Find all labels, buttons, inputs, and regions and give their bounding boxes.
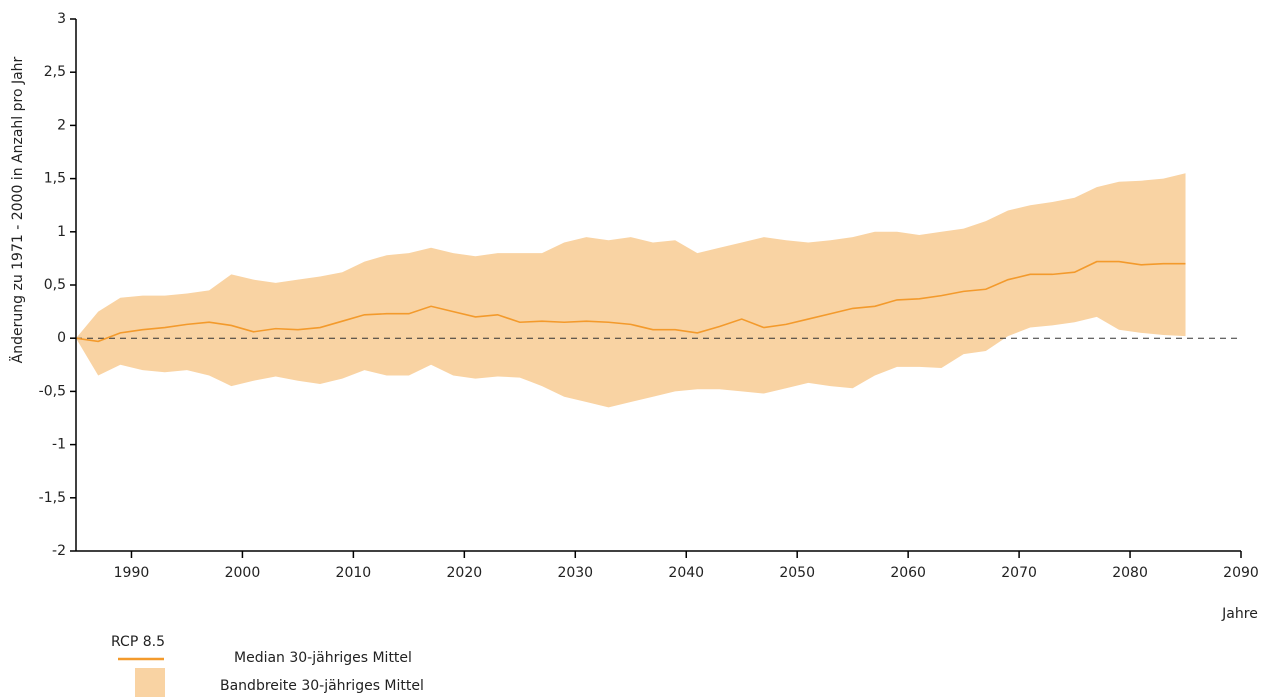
x-tick-label: 1990 <box>114 565 150 581</box>
x-tick-label: 2040 <box>668 565 704 581</box>
y-tick-label: -1 <box>52 437 66 453</box>
x-tick-label: 2020 <box>447 565 483 581</box>
median-line <box>75 260 1186 343</box>
x-tick-label: 2070 <box>1001 565 1037 581</box>
y-tick-label: 1,5 <box>44 171 66 187</box>
x-axis-label: Jahre <box>1221 606 1258 622</box>
legend-title: RCP 8.5 <box>111 634 165 650</box>
x-tick-label: 2050 <box>779 565 815 581</box>
y-axis-label: Änderung zu 1971 - 2000 in Anzahl pro Ja… <box>8 56 26 363</box>
legend-label: Bandbreite 30-jähriges Mittel <box>220 678 424 694</box>
x-tick-label: 2010 <box>336 565 372 581</box>
y-tick-label: 2 <box>57 117 66 133</box>
x-tick-label: 2060 <box>890 565 926 581</box>
y-tick-label: 2,5 <box>44 64 66 80</box>
x-tick-label: 2000 <box>225 565 261 581</box>
y-tick-label: -2 <box>52 543 66 559</box>
x-tick-label: 2080 <box>1112 565 1148 581</box>
legend-label: Median 30-jähriges Mittel <box>234 650 412 666</box>
band-area <box>76 173 1186 408</box>
y-tick-label: 0 <box>57 330 66 346</box>
x-tick-label: 2090 <box>1223 565 1259 581</box>
y-tick-label: 1 <box>57 224 66 240</box>
legend-band-swatch <box>135 668 165 697</box>
y-tick-label: -1,5 <box>39 490 66 506</box>
y-tick-label: 3 <box>57 11 66 27</box>
y-tick-label: -0,5 <box>39 383 66 399</box>
x-tick-label: 2030 <box>557 565 593 581</box>
y-tick-label: 0,5 <box>44 277 66 293</box>
